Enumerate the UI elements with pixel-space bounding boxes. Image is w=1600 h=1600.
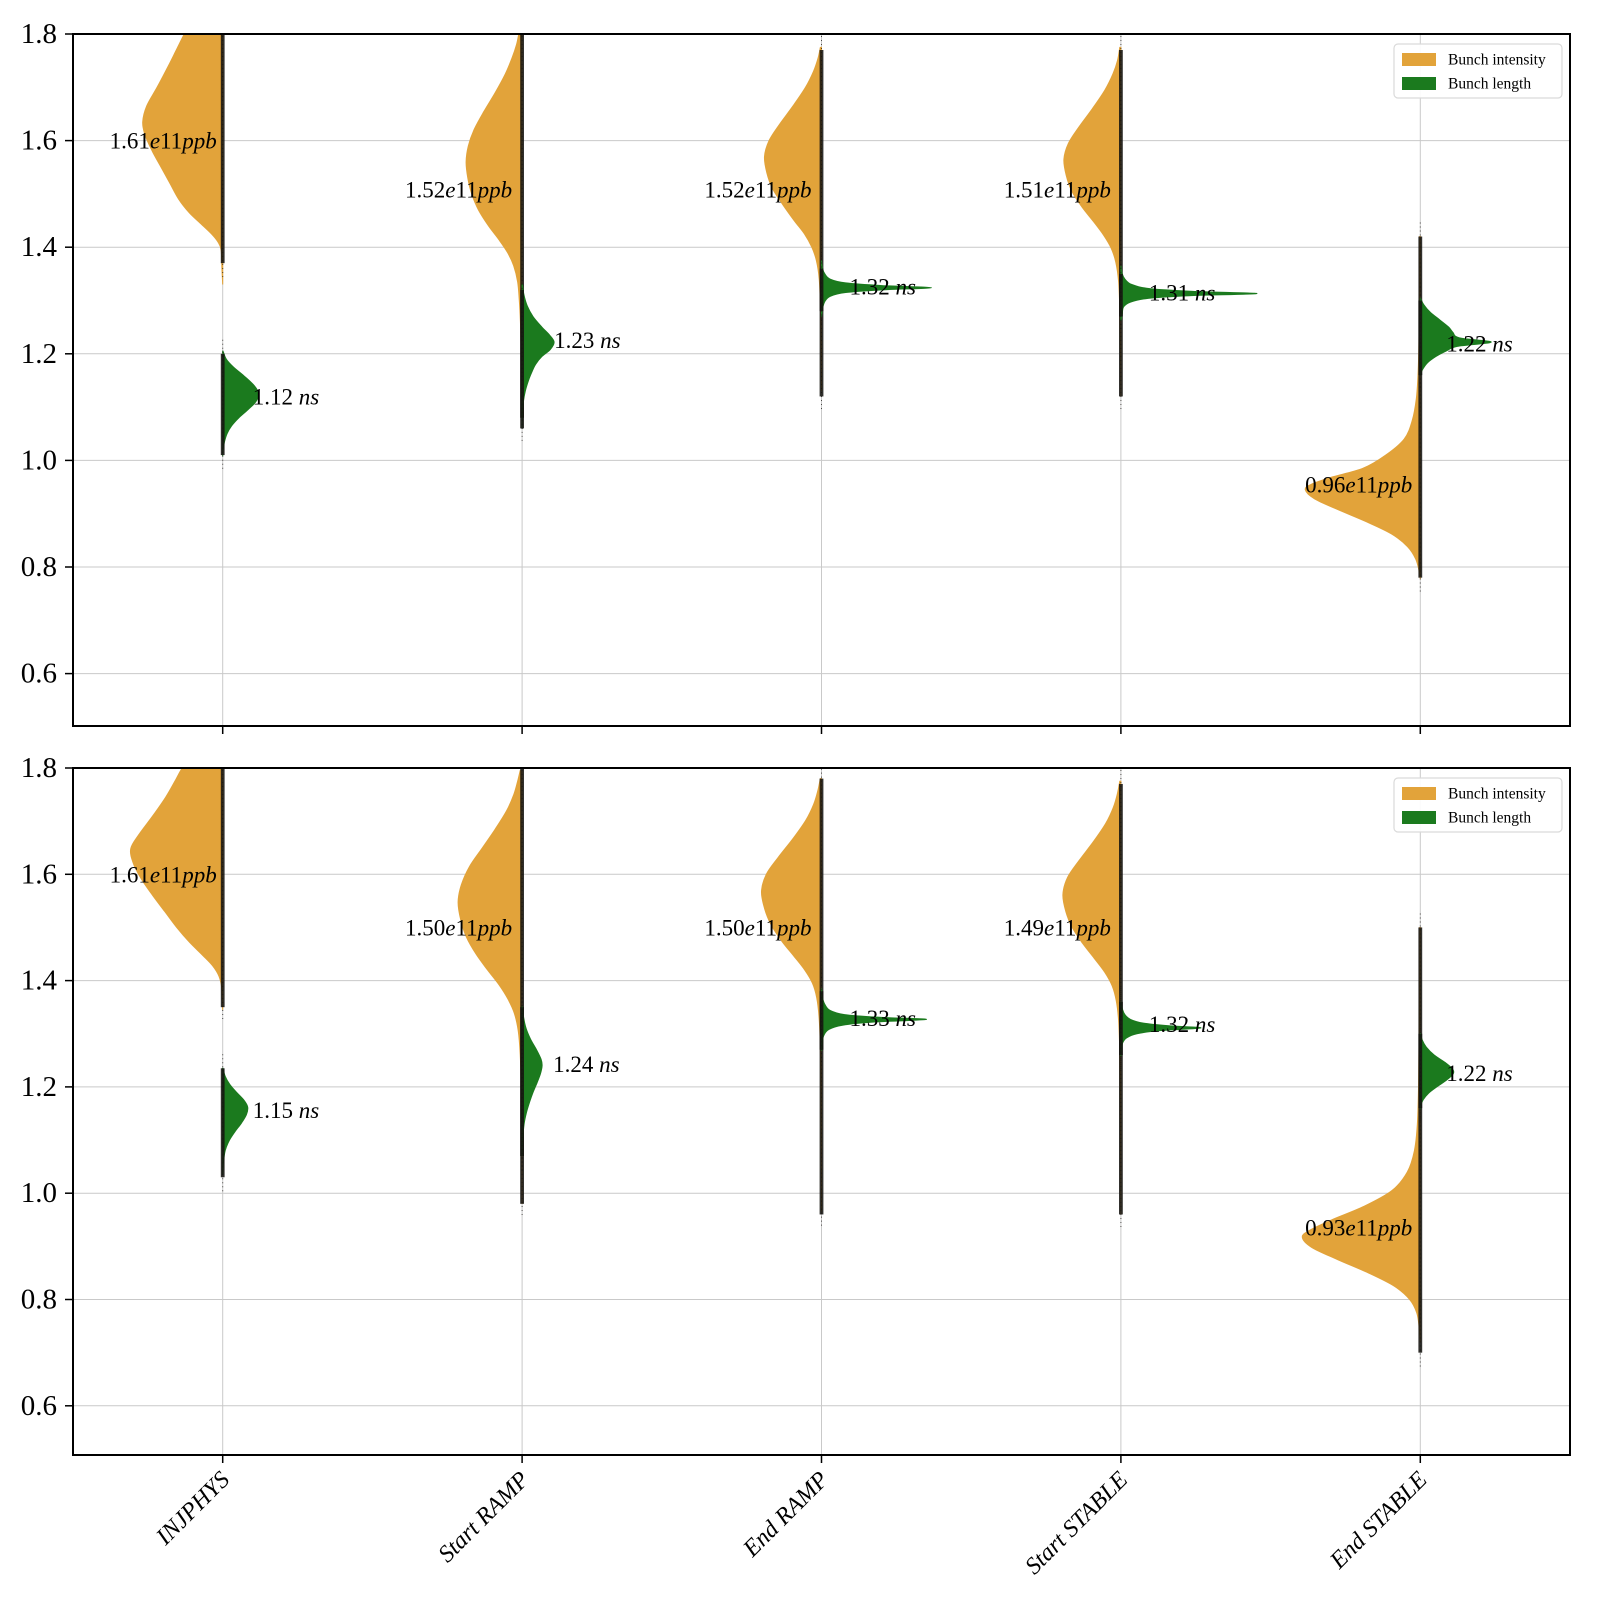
panel-top: 1.8 1.6 1.4 1.2 1.0 0.8 0.6 1.61e11ppb 1.12 ns 1.… (21, 18, 1571, 734)
annotation-length-Start-STABLE: 1.32 ns (1149, 1012, 1216, 1037)
x-tick-label-INJPHYS: INJPHYS (151, 1467, 235, 1551)
annotation-intensity-End-STABLE: 0.93e11ppb (1305, 1215, 1412, 1240)
violin-intensity-Start-RAMP (457, 770, 523, 1204)
legend: Bunch intensity Bunch length (1393, 43, 1563, 99)
annotation-length-End-STABLE: 1.22 ns (1446, 1061, 1513, 1086)
legend: Bunch intensity Bunch length (1393, 777, 1563, 833)
annotation-length-End-STABLE: 1.22 ns (1446, 331, 1513, 356)
panel-bottom: 1.8 1.6 1.4 1.2 1.0 0.8 0.6 INJPHYS Start RAMP En… (21, 752, 1571, 1580)
y-tick-label: 0.8 (21, 551, 57, 583)
legend-label-intensity: Bunch intensity (1448, 52, 1546, 69)
y-tick-label: 1.6 (21, 858, 57, 890)
annotation-intensity-End-STABLE: 0.96e11ppb (1305, 472, 1412, 497)
x-tick-label-End-RAMP: End RAMP (738, 1467, 834, 1563)
jitter-strip-length (1418, 300, 1423, 376)
annotation-intensity-INJPHYS: 1.61e11ppb (110, 862, 217, 887)
annotation-intensity-INJPHYS: 1.61e11ppb (110, 128, 217, 153)
violin-length-End-RAMP (821, 260, 933, 317)
jitter-strip-length (819, 268, 824, 312)
annotation-length-INJPHYS: 1.15 ns (253, 1097, 320, 1122)
jitter-strip-intensity (1119, 783, 1123, 1215)
violin-length-End-STABLE (1419, 297, 1492, 376)
jitter-strip-length (520, 289, 524, 429)
annotation-intensity-Start-STABLE: 1.49e11ppb (1004, 915, 1111, 940)
violin-layer (129, 768, 1455, 1367)
y-tick-label: 0.6 (21, 658, 57, 690)
violin-intensity-Start-STABLE (1062, 780, 1122, 1215)
jitter-strip-intensity (220, 768, 225, 1008)
violin-length-Start-STABLE (1120, 265, 1258, 321)
violin-intensity-INJPHYS (129, 768, 224, 1010)
jitter-strip-intensity (1119, 49, 1123, 397)
legend-swatch-length (1402, 77, 1436, 90)
x-tick-label-Start-STABLE: Start STABLE (1020, 1467, 1133, 1580)
jitter-strip-intensity (520, 34, 524, 418)
violin-length-Start-RAMP (521, 284, 555, 429)
jitter-strip-intensity (1418, 927, 1423, 1353)
violin-length-INJPHYS (222, 1067, 249, 1175)
jitter-strip-intensity (819, 49, 824, 397)
legend-swatch-length (1402, 811, 1436, 824)
violin-layer (142, 34, 1492, 592)
legend-swatch-intensity (1402, 53, 1436, 66)
violin-length-End-STABLE (1419, 1033, 1455, 1110)
y-tick-label: 1.0 (21, 1177, 57, 1209)
violin-length-End-RAMP (821, 988, 928, 1051)
y-tick-label: 1.2 (21, 338, 57, 370)
annotation-length-Start-RAMP: 1.24 ns (553, 1052, 620, 1077)
violin-intensity-Start-RAMP (465, 34, 523, 392)
violin-intensity-End-STABLE (1301, 926, 1421, 1343)
y-tick-label: 1.4 (21, 231, 58, 263)
violin-intensity-Start-STABLE (1063, 46, 1122, 397)
annotation-length-Start-STABLE: 1.31 ns (1149, 280, 1216, 305)
x-tick-label-Start-RAMP: Start RAMP (433, 1467, 534, 1568)
legend-swatch-intensity (1402, 787, 1436, 800)
annotation-length-End-RAMP: 1.32 ns (850, 274, 917, 299)
violin-intensity-End-STABLE (1304, 236, 1421, 579)
jitter-strip-length (1418, 1033, 1423, 1109)
jitter-strip-length (819, 991, 824, 1050)
y-tick-label: 0.8 (21, 1284, 57, 1316)
annotation-length-INJPHYS: 1.12 ns (253, 384, 320, 409)
annotation-intensity-Start-RAMP: 1.50e11ppb (405, 915, 512, 940)
violin-intensity-End-RAMP (760, 778, 822, 1212)
x-tick-label-End-STABLE: End STABLE (1325, 1467, 1433, 1575)
y-tick-label: 1.4 (21, 965, 58, 997)
legend-label-intensity: Bunch intensity (1448, 786, 1546, 803)
annotation-length-Start-RAMP: 1.23 ns (554, 327, 621, 352)
annotation-length-End-RAMP: 1.33 ns (850, 1005, 917, 1030)
jitter-strip-length (1119, 273, 1123, 317)
legend-label-length: Bunch length (1448, 810, 1531, 827)
y-tick-label: 1.8 (21, 752, 57, 784)
annotation-intensity-End-RAMP: 1.50e11ppb (704, 915, 811, 940)
annotation-intensity-Start-RAMP: 1.52e11ppb (405, 177, 512, 202)
y-tick-label: 1.2 (21, 1071, 57, 1103)
annotation-intensity-Start-STABLE: 1.51e11ppb (1004, 177, 1111, 202)
jitter-strip-intensity (520, 768, 524, 1204)
violin-length-Start-RAMP (521, 1006, 543, 1157)
y-tick-label: 0.6 (21, 1390, 57, 1422)
y-tick-label: 1.0 (21, 444, 57, 476)
violin-intensity-INJPHYS (142, 34, 224, 285)
violin-intensity-End-RAMP (763, 46, 822, 392)
legend-label-length: Bunch length (1448, 76, 1531, 93)
y-tick-label: 1.8 (21, 18, 57, 50)
y-tick-label: 1.6 (21, 125, 57, 157)
annotation-intensity-End-RAMP: 1.52e11ppb (704, 177, 811, 202)
